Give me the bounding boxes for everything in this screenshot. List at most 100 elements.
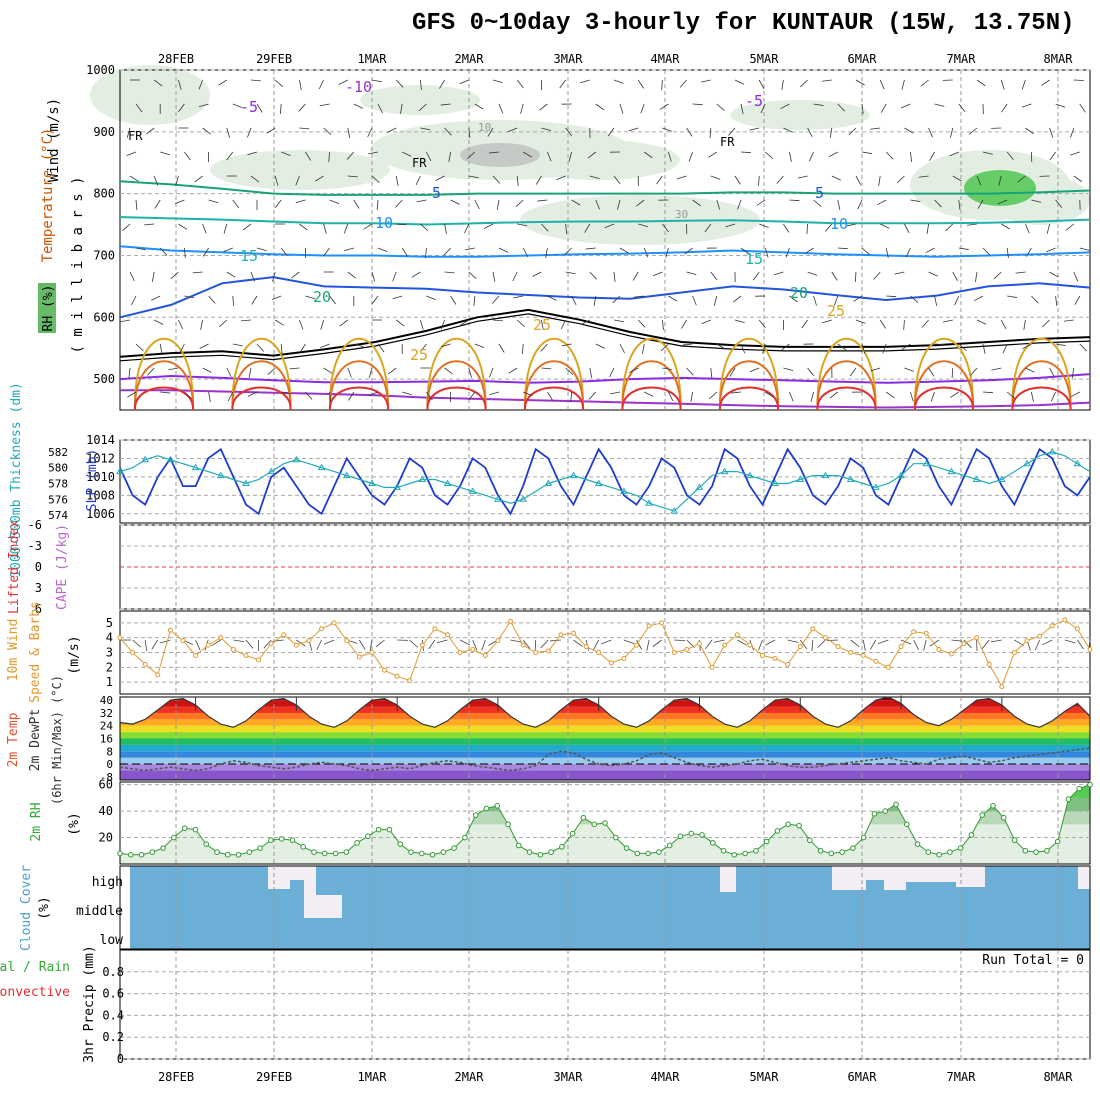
wind-barb: [135, 343, 144, 352]
wind-barb: [319, 103, 330, 107]
thickness-point: [443, 479, 452, 486]
wind-barb: [1079, 343, 1088, 352]
wind-barb: [159, 343, 163, 354]
date-label-top: 3MAR: [554, 52, 584, 66]
wind10m-barb: [144, 639, 148, 651]
wind-barb: [202, 367, 212, 373]
rh2m-point: [127, 851, 134, 858]
wind-barb: [636, 199, 645, 207]
wind-barb: [668, 295, 678, 302]
wind-barb: [679, 79, 687, 88]
wind-barb: [468, 367, 472, 378]
wind10m-barb: [316, 639, 322, 651]
wind-barb: [512, 271, 518, 282]
isotherm-surface-contour: [718, 386, 780, 411]
contour-label: 20: [313, 288, 331, 306]
wind-barb: [813, 199, 822, 207]
wind-barb: [958, 247, 969, 250]
date-label-top: 7MAR: [947, 52, 977, 66]
wind-barb: [489, 391, 500, 396]
thickness-point: [997, 475, 1006, 483]
rh2m-point: [246, 849, 253, 855]
rh2m-point: [623, 845, 630, 851]
isotherm-surface-contour: [133, 386, 195, 411]
wind-barb: [565, 223, 568, 234]
isotherm-surface-contour: [523, 360, 585, 411]
wind-barb: [801, 319, 808, 329]
wind10m-barb: [549, 639, 561, 642]
temp2m-tick: 0: [106, 758, 113, 771]
wind-barb: [958, 103, 966, 113]
pressure-tick: 700: [93, 248, 115, 262]
rh2m-point: [1087, 781, 1093, 788]
thickness-point: [317, 463, 326, 471]
wind-barb: [901, 103, 911, 109]
rh2m-point: [418, 850, 425, 857]
rh2m-point: [483, 805, 490, 812]
thickness-point: [645, 499, 653, 506]
isotherm-surface-contour: [913, 360, 975, 411]
wind-barb: [131, 295, 137, 306]
wind-barb: [982, 151, 993, 155]
wind-barb: [904, 367, 914, 372]
contour-label: FR: [720, 135, 735, 149]
wind-barb: [584, 223, 591, 233]
wind10m-barb: [263, 639, 272, 649]
wind-barb: [178, 103, 185, 113]
wind10m-point: [936, 647, 942, 653]
wind-barb: [638, 223, 648, 227]
rh2m-point: [656, 849, 662, 855]
rh2m-point: [580, 814, 587, 821]
wind-barb: [734, 79, 745, 85]
rh2m-point: [462, 834, 468, 841]
rh2m-tick: 20: [99, 831, 113, 845]
wind10m-barb: [951, 639, 963, 642]
temp2m-tick: 32: [100, 707, 113, 720]
wind-barb: [928, 127, 933, 138]
wind-barb: [879, 79, 885, 90]
wind-barb: [921, 319, 929, 328]
wind-barb: [885, 247, 889, 258]
rh2m-point: [537, 851, 544, 858]
wind-barb: [274, 319, 284, 326]
rh2m-tick: 60: [99, 778, 113, 792]
wind-barb: [976, 79, 986, 87]
wind10m-barb: [850, 639, 860, 648]
wind-barb: [329, 391, 331, 402]
wind-barb: [822, 319, 832, 324]
date-label-bottom: 2MAR: [455, 1070, 485, 1084]
wind10m-point: [810, 626, 816, 632]
wind10m-barb: [132, 639, 142, 648]
rh2m-point: [300, 844, 307, 850]
cloud-gap: [304, 866, 316, 895]
rh2m-point: [289, 837, 296, 843]
wind10m-point: [722, 642, 728, 648]
wind10m-barb: [877, 639, 889, 644]
wind-barb: [692, 103, 703, 106]
wind-barb: [857, 199, 863, 210]
wind10m-barb: [811, 639, 814, 651]
wind-barb: [758, 319, 766, 329]
wind-barb: [886, 295, 897, 298]
wind10m-point: [646, 623, 652, 629]
slp-tick: 1014: [86, 433, 115, 447]
slp-tick: 1012: [86, 451, 115, 465]
wind-barb: [223, 247, 233, 252]
wind-barb: [368, 391, 379, 396]
rh2m-point: [343, 849, 350, 855]
slp-frame: [119, 439, 1091, 524]
wind-barb: [710, 175, 721, 180]
wind-barb: [377, 343, 385, 353]
wind-barb: [401, 247, 408, 257]
wind-barb: [1079, 103, 1086, 113]
wind10m-point: [848, 650, 854, 655]
wind-barb: [958, 343, 967, 351]
wind-barb: [160, 391, 171, 394]
rh2m-point: [224, 851, 231, 858]
wind-barb: [174, 199, 185, 204]
wind-barb: [496, 199, 500, 210]
rh2m-point: [1076, 785, 1083, 792]
wind10m-barb: [359, 639, 366, 650]
wind-barb: [560, 319, 566, 330]
temp-band: [120, 732, 1090, 739]
